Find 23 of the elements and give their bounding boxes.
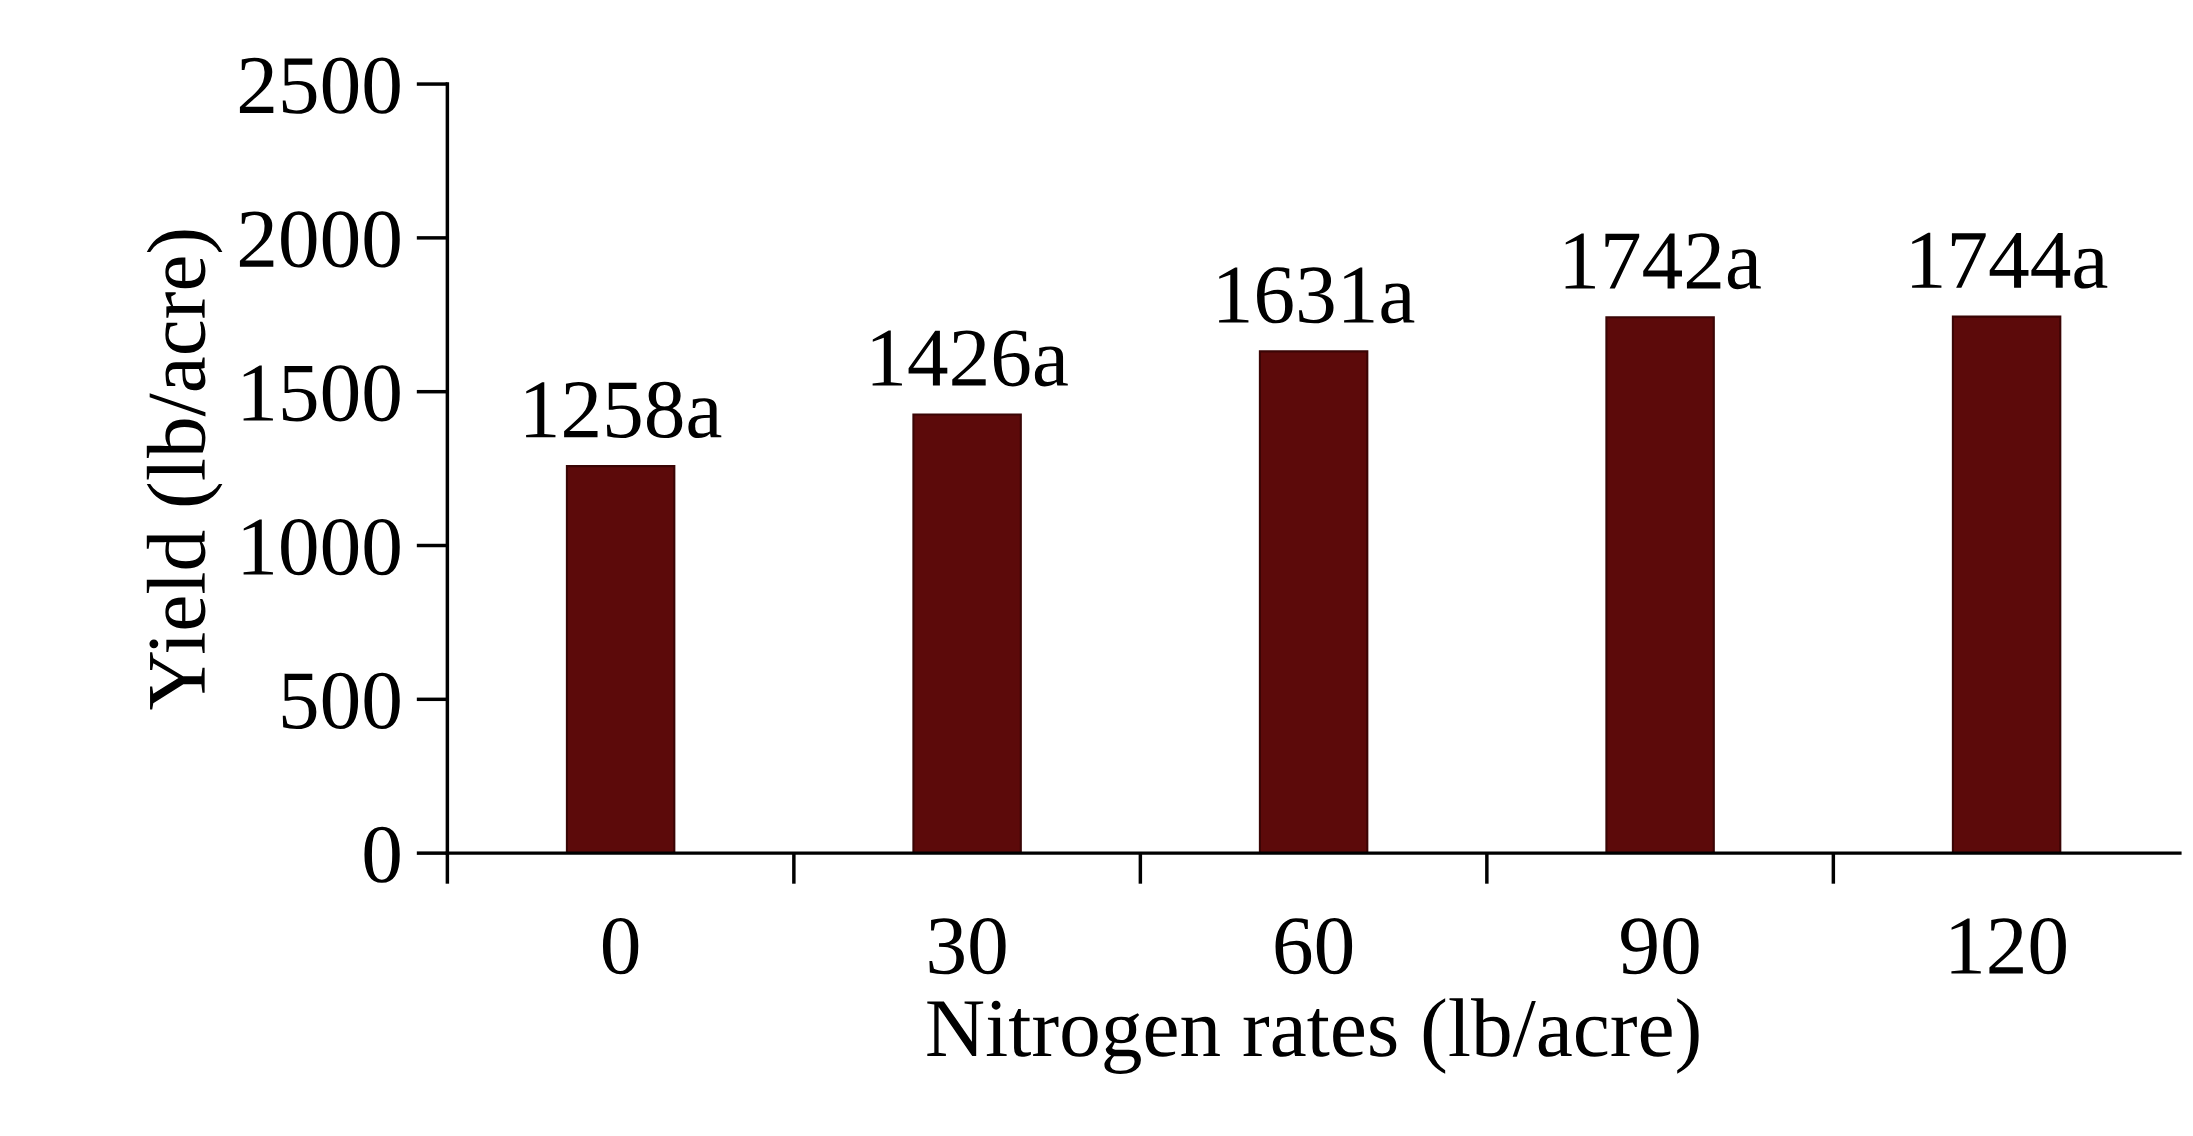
bar [1258, 350, 1369, 854]
bar [1605, 316, 1715, 854]
y-tick-label: 2000 [239, 211, 400, 268]
bar [1951, 315, 2062, 854]
x-tick-label: 30 [929, 918, 1006, 975]
data-label: 1426a [872, 330, 1068, 387]
bar [912, 413, 1022, 854]
y-tick-label: 500 [282, 672, 400, 730]
y-tick-label: 1500 [243, 365, 400, 422]
data-label: 1744a [1912, 232, 2108, 289]
data-label: 1258a [526, 381, 722, 439]
y-axis-title: Yield (lb/acre) [146, 230, 223, 710]
x-tick-label: 90 [1621, 918, 1699, 975]
bar [565, 465, 676, 854]
x-tick-label: 60 [1275, 918, 1353, 975]
data-label: 1742a [1565, 233, 1761, 290]
y-tick-label: 1000 [243, 519, 400, 576]
x-tick-label: 0 [602, 918, 639, 975]
y-tick-label: 0 [364, 826, 400, 883]
y-tick-label: 2500 [239, 57, 400, 114]
data-label: 1631a [1219, 267, 1415, 324]
x-tick-label: 120 [1951, 918, 2066, 975]
x-axis-title: Nitrogen rates (lb/acre) [927, 998, 1699, 1074]
